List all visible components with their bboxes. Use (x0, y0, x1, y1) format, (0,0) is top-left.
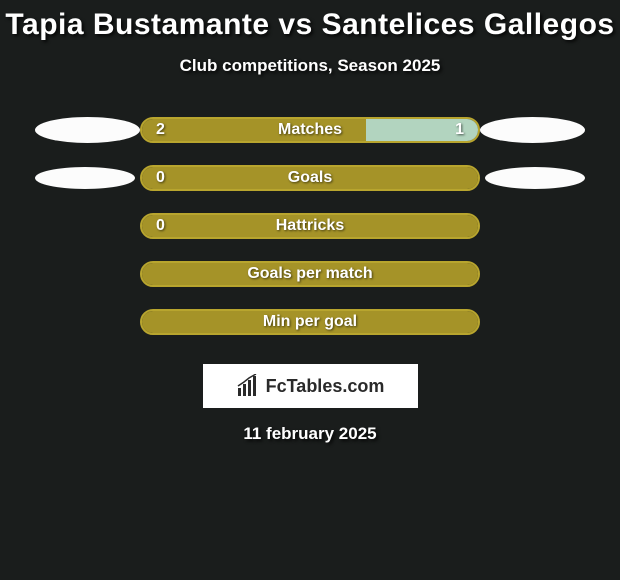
logo: FcTables.com (236, 374, 385, 398)
logo-text: FcTables.com (266, 376, 385, 397)
date-label: 11 february 2025 (0, 424, 620, 444)
avatar-slot-right (480, 117, 590, 143)
stat-left-value: 0 (142, 167, 464, 189)
stat-row-goals: 0 Goals (0, 164, 620, 192)
player-avatar-left (35, 117, 140, 143)
stat-row-goals-per-match: Goals per match (0, 260, 620, 288)
avatar-slot-left (30, 167, 140, 189)
player-avatar-left (35, 167, 135, 189)
stat-left-value: 0 (142, 215, 464, 237)
stat-left-value (142, 311, 464, 333)
stat-bar: 0 Goals (140, 165, 480, 191)
stat-right-value (464, 215, 478, 237)
stat-left-value: 2 (142, 119, 366, 141)
stat-row-min-per-goal: Min per goal (0, 308, 620, 336)
logo-box: FcTables.com (203, 364, 418, 408)
avatar-slot-right (480, 167, 590, 189)
player-avatar-right (480, 117, 585, 143)
infographic-container: Tapia Bustamante vs Santelices Gallegos … (0, 0, 620, 444)
subtitle: Club competitions, Season 2025 (0, 56, 620, 76)
stat-right-value (464, 167, 478, 189)
chart-icon (236, 374, 260, 398)
stat-right-value (464, 311, 478, 333)
stats-section: 2 1 Matches 0 Goals (0, 116, 620, 356)
stat-bar: Min per goal (140, 309, 480, 335)
stat-bar: 0 Hattricks (140, 213, 480, 239)
stat-left-value (142, 263, 464, 285)
player-avatar-right (485, 167, 585, 189)
avatar-slot-left (30, 117, 140, 143)
stat-row-hattricks: 0 Hattricks (0, 212, 620, 240)
stat-right-value (464, 263, 478, 285)
page-title: Tapia Bustamante vs Santelices Gallegos (0, 8, 620, 42)
stat-bar: Goals per match (140, 261, 480, 287)
stat-right-value: 1 (366, 119, 478, 141)
stat-row-matches: 2 1 Matches (0, 116, 620, 144)
stat-bar: 2 1 Matches (140, 117, 480, 143)
